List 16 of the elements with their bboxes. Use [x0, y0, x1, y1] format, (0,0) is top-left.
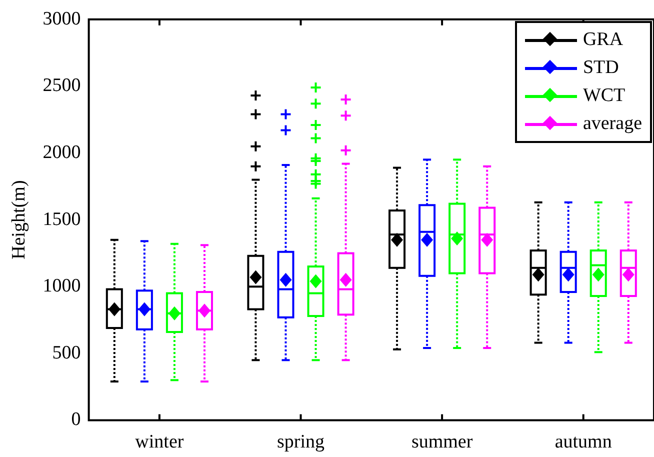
y-tick-label: 1000 [42, 276, 81, 297]
y-tick-label: 0 [71, 409, 81, 430]
y-axis-title: Height(m) [8, 180, 30, 260]
x-tick-label: spring [277, 432, 325, 453]
x-tick-label: autumn [554, 432, 612, 453]
y-tick-label: 3000 [42, 8, 81, 30]
y-tick-label: 500 [52, 342, 81, 364]
y-tick-label: 2000 [42, 142, 81, 163]
x-tick-label: winter [135, 432, 184, 453]
legend-label: WCT [582, 84, 626, 108]
y-tick-label: 1500 [42, 208, 81, 230]
legend-label: average [582, 112, 642, 136]
legend-label: STD [582, 56, 619, 80]
x-tick-label: summer [411, 432, 474, 453]
legend-label: GRA [582, 28, 624, 52]
y-tick-label: 2500 [42, 75, 81, 96]
